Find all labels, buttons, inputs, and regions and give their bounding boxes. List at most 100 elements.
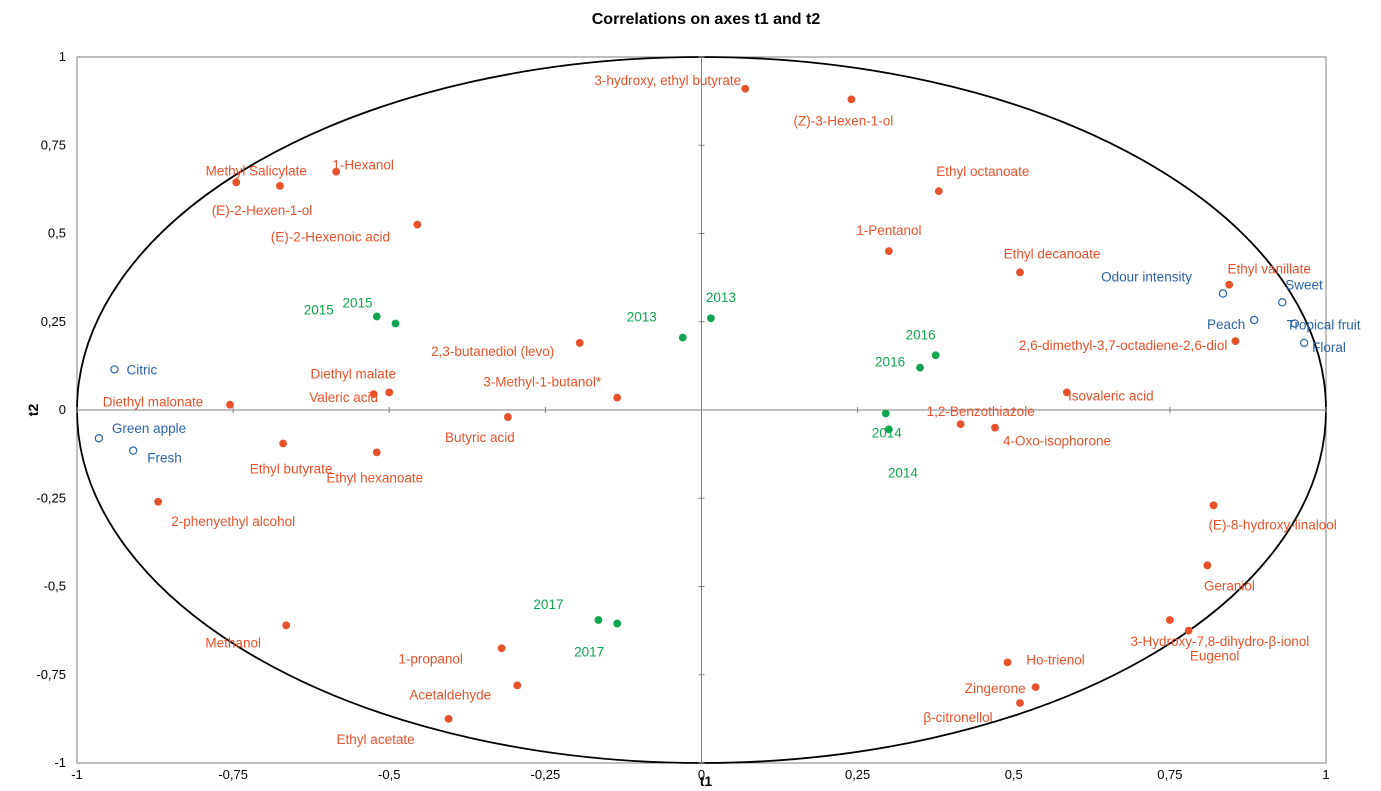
compound-label: Geraniol: [1204, 578, 1255, 593]
compound-label: Ethyl acetate: [337, 732, 415, 747]
year-point: [372, 312, 381, 321]
compound-point: [372, 448, 381, 457]
x-tick-label: 0: [698, 767, 705, 782]
y-tick-label: 0,75: [41, 137, 66, 152]
compound-point: [847, 95, 856, 104]
x-tick-label: -0,75: [218, 767, 248, 782]
compound-label: (E)-2-Hexenoic acid: [271, 230, 390, 245]
compound-point: [1203, 561, 1212, 570]
compound-label: 3-Hydroxy-7,8-dihydro-β-ionol: [1130, 634, 1309, 649]
compound-point: [1209, 501, 1218, 510]
sensory-point: [110, 365, 119, 374]
compound-label: 2,3-butanediol (levo): [431, 344, 554, 359]
point-labels-layer: 3-hydroxy, ethyl butyrate (Z)-3-Hexen-1-o…: [103, 73, 1361, 747]
sensory-point: [94, 434, 104, 443]
year-label: 2017: [533, 597, 563, 612]
year-label: 2013: [627, 310, 657, 325]
sensory-point: [1299, 338, 1309, 348]
year-point: [594, 616, 603, 624]
sensory-label: Green apple: [112, 421, 186, 436]
year-point: [706, 314, 715, 323]
compound-label: 1-Hexanol: [332, 158, 394, 173]
year-label: 2014: [888, 465, 919, 480]
x-tick-label: -0,25: [531, 767, 561, 782]
x-tick-label: -1: [71, 767, 83, 782]
compound-label: β-citronellol: [923, 710, 992, 725]
sensory-label: Citric: [126, 362, 157, 377]
sensory-label: Floral: [1312, 340, 1346, 355]
compound-label: Methyl Salicylate: [206, 163, 307, 178]
compound-point: [1165, 616, 1174, 624]
compound-point: [1031, 683, 1040, 692]
compound-point: [575, 339, 584, 347]
compound-label: Diethyl malate: [310, 366, 396, 381]
sensory-label: Tropical fruit: [1287, 318, 1361, 333]
year-label: 2015: [304, 302, 334, 317]
compound-point: [1016, 699, 1024, 707]
compound-point: [282, 621, 291, 630]
sensory-label: Odour intensity: [1101, 270, 1192, 285]
sensory-label: Fresh: [147, 451, 182, 466]
compound-point: [741, 84, 750, 93]
compound-label: 3-Methyl-1-butanol*: [483, 375, 602, 390]
tick-labels-layer: -1 -0,75 -0,5 -0,25 0 0,25 0,5 0,75 1 1 0,75 0,5 0,2…: [36, 49, 1329, 782]
compound-label: 1-propanol: [398, 651, 463, 666]
compound-point: [232, 178, 241, 187]
compound-point: [413, 220, 422, 229]
y-tick-label: 1: [59, 49, 66, 64]
compound-point: [991, 423, 999, 432]
year-label: 2013: [706, 290, 736, 305]
compound-label: Ethyl octanoate: [936, 164, 1029, 179]
axes-layer: [76, 56, 1327, 764]
sensory-point: [1290, 319, 1299, 328]
y-tick-label: -1: [54, 755, 66, 770]
compound-point: [332, 167, 341, 176]
compound-point: [1184, 626, 1193, 635]
compound-label: Methanol: [205, 635, 261, 650]
compound-label: Zingerone: [965, 681, 1026, 696]
compound-label: 3-hydroxy, ethyl butyrate: [594, 73, 741, 88]
compound-point: [884, 247, 893, 256]
year-point: [884, 425, 893, 434]
year-point: [881, 409, 890, 418]
compound-label: (Z)-3-Hexen-1-ol: [793, 113, 893, 128]
compound-label: Butyric acid: [445, 430, 515, 445]
y-tick-label: 0,5: [48, 226, 66, 241]
compound-label: Ethyl vanillate: [1228, 262, 1311, 277]
compound-label: 1-Pentanol: [856, 223, 921, 238]
year-point: [391, 319, 400, 328]
compound-label: Valeric acid: [309, 390, 378, 405]
year-label: 2016: [906, 327, 936, 342]
compound-point: [226, 400, 234, 409]
y-tick-label: 0: [59, 402, 66, 417]
compound-point: [1231, 337, 1240, 346]
compound-label: 2,6-dimethyl-3,7-octadiene-2,6-diol: [1019, 338, 1228, 353]
compound-point: [444, 714, 453, 723]
y-tick-label: -0,5: [44, 579, 66, 594]
year-label: 2014: [872, 426, 903, 441]
compound-point: [956, 420, 965, 429]
compound-point: [497, 644, 506, 653]
compound-label: 2-phenyethyl alcohol: [171, 514, 295, 529]
compound-label: 4-Oxo-isophorone: [1003, 434, 1111, 449]
x-tick-label: 1: [1322, 767, 1329, 782]
sensory-label: Peach: [1207, 317, 1245, 332]
compound-label: (E)-2-Hexen-1-ol: [212, 203, 313, 218]
compound-label: 1,2-Benzothiazole: [927, 404, 1035, 419]
compound-label: Ho-trienol: [1026, 652, 1085, 667]
year-point: [916, 363, 924, 372]
compound-label: Isovaleric acid: [1068, 388, 1154, 403]
compound-point: [1016, 268, 1024, 277]
compound-point: [279, 439, 287, 448]
compound-label: Eugenol: [1190, 649, 1240, 664]
compound-label: Ethyl hexanoate: [326, 470, 423, 485]
sensory-label: Sweet: [1285, 277, 1323, 292]
compound-label: Diethyl malonate: [103, 395, 204, 410]
compound-point: [276, 181, 284, 190]
chart-title: Correlations on axes t1 and t2: [592, 11, 821, 28]
year-point: [931, 351, 940, 360]
year-label: 2015: [342, 296, 372, 311]
x-axis-title: t1: [700, 773, 713, 789]
compound-point: [385, 388, 394, 397]
